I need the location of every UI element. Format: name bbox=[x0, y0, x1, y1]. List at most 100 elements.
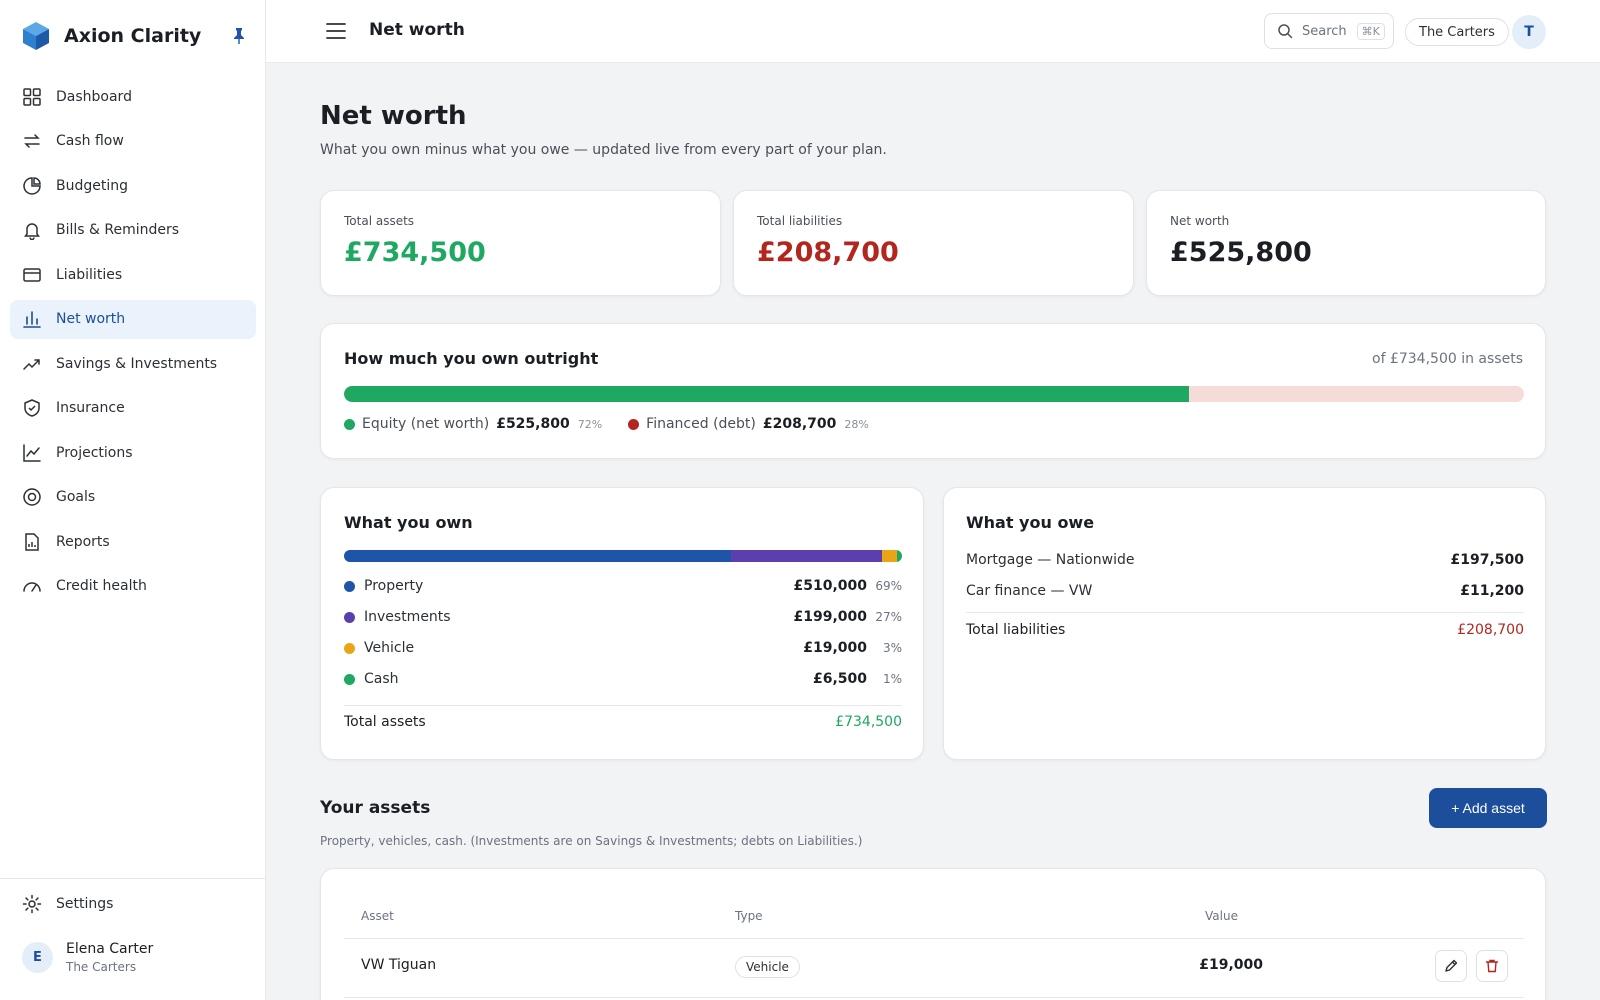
owe-total-value: £208,700 bbox=[1457, 622, 1524, 638]
page-subtitle: What you own minus what you owe — update… bbox=[320, 142, 887, 158]
kpi-card-net-worth: Net worth £525,800 bbox=[1146, 190, 1546, 296]
mix-segment-cash bbox=[896, 550, 902, 562]
kpi-label: Total assets bbox=[344, 214, 415, 228]
sidebar-item-reports[interactable]: Reports bbox=[10, 522, 256, 561]
table-row-divider bbox=[344, 997, 1524, 998]
sidebar-item-bills[interactable]: Bills & Reminders bbox=[10, 211, 256, 250]
arrows-swap-icon bbox=[24, 134, 40, 148]
sidebar-item-label: Dashboard bbox=[56, 88, 132, 105]
household-switcher[interactable]: The Carters bbox=[1405, 18, 1509, 46]
settings-link[interactable]: Settings bbox=[22, 889, 113, 919]
sidebar: Axion Clarity Dashboard Cash flow Budget… bbox=[0, 0, 266, 1000]
own-title: What you own bbox=[344, 513, 473, 532]
ownership-title: How much you own outright bbox=[344, 349, 599, 368]
investments-dot bbox=[344, 611, 355, 623]
sidebar-item-label: Net worth bbox=[56, 311, 126, 327]
sidebar-item-goals[interactable]: Goals bbox=[10, 478, 256, 517]
own-row-value: £510,000 bbox=[793, 578, 867, 594]
own-row-investments: Investments £199,000 27% bbox=[344, 607, 902, 627]
own-row-label: Vehicle bbox=[364, 640, 415, 656]
user-profile[interactable]: E Elena Carter The Carters bbox=[22, 941, 153, 974]
hamburger-menu-icon[interactable] bbox=[326, 22, 346, 40]
equity-value: £525,800 bbox=[496, 416, 570, 432]
equity-dot bbox=[344, 418, 355, 430]
report-icon bbox=[25, 532, 39, 551]
own-row-value: £199,000 bbox=[793, 609, 867, 625]
grid-icon bbox=[23, 87, 41, 106]
own-row-cash: Cash £6,500 1% bbox=[344, 669, 902, 689]
sidebar-item-net-worth[interactable]: Net worth bbox=[10, 299, 256, 339]
kpi-value: £525,800 bbox=[1170, 237, 1312, 268]
sidebar-item-label: Savings & Investments bbox=[56, 355, 218, 372]
pie-icon bbox=[23, 176, 41, 195]
sidebar-footer: Settings E Elena Carter The Carters bbox=[0, 878, 266, 1000]
account-avatar[interactable]: T bbox=[1512, 15, 1546, 49]
topbar-title: Net worth bbox=[369, 20, 465, 40]
sidebar-item-label: Liabilities bbox=[56, 266, 123, 283]
own-row-label: Cash bbox=[364, 671, 399, 687]
financed-dot bbox=[628, 418, 640, 430]
sidebar-item-label: Budgeting bbox=[56, 177, 129, 194]
owe-total-row: Total liabilities £208,700 bbox=[966, 622, 1524, 638]
mix-segment-investments bbox=[731, 550, 883, 562]
own-row-pct: 3% bbox=[882, 641, 902, 655]
kpi-value: £734,500 bbox=[344, 237, 486, 268]
brand: Axion Clarity bbox=[20, 18, 246, 54]
pencil-icon bbox=[1445, 959, 1458, 972]
sidebar-item-credit-health[interactable]: Credit health bbox=[10, 567, 256, 606]
pin-icon[interactable] bbox=[232, 27, 246, 45]
edit-asset-button[interactable] bbox=[1435, 950, 1467, 982]
bar-chart-icon bbox=[23, 311, 41, 328]
table-header-divider bbox=[344, 938, 1524, 939]
user-avatar: E bbox=[22, 942, 53, 973]
own-row-value: £6,500 bbox=[812, 671, 867, 687]
user-household: The Carters bbox=[66, 960, 137, 974]
equity-pct: 72% bbox=[577, 417, 603, 431]
column-header-type: Type bbox=[735, 909, 763, 923]
own-row-label: Investments bbox=[364, 609, 451, 625]
search-button[interactable]: Search ⌘K bbox=[1264, 13, 1394, 49]
owe-row-mortgage: Mortgage — Nationwide £197,500 bbox=[966, 550, 1524, 570]
bell-icon bbox=[24, 223, 40, 240]
add-asset-button[interactable]: + Add asset bbox=[1429, 788, 1547, 828]
user-name: Elena Carter bbox=[66, 941, 154, 957]
delete-asset-button[interactable] bbox=[1476, 950, 1508, 982]
topbar: Net worth Search ⌘K The Carters T bbox=[266, 0, 1600, 63]
financed-value: £208,700 bbox=[762, 416, 837, 432]
kpi-value: £208,700 bbox=[757, 237, 899, 268]
cash-dot bbox=[344, 673, 355, 685]
sidebar-item-savings[interactable]: Savings & Investments bbox=[10, 344, 256, 383]
sidebar-item-projections[interactable]: Projections bbox=[10, 433, 256, 472]
own-row-pct: 69% bbox=[875, 579, 902, 593]
own-row-vehicle: Vehicle £19,000 3% bbox=[344, 638, 902, 658]
search-shortcut: ⌘K bbox=[1356, 22, 1385, 40]
card-icon bbox=[23, 267, 41, 282]
sidebar-item-cash-flow[interactable]: Cash flow bbox=[10, 122, 256, 161]
sidebar-item-insurance[interactable]: Insurance bbox=[10, 389, 256, 428]
financed-label: Financed (debt) bbox=[646, 416, 756, 432]
sidebar-item-label: Reports bbox=[56, 533, 110, 550]
ownership-card: How much you own outright of £734,500 in… bbox=[320, 323, 1546, 459]
settings-label: Settings bbox=[56, 896, 114, 912]
own-row-pct: 1% bbox=[882, 672, 902, 686]
app-name: Axion Clarity bbox=[64, 25, 202, 47]
search-icon bbox=[1278, 24, 1293, 39]
asset-name: VW Tiguan bbox=[361, 957, 437, 973]
vehicle-dot bbox=[344, 642, 355, 654]
owe-title: What you owe bbox=[966, 513, 1095, 532]
ownership-equity-fill bbox=[344, 386, 1189, 402]
sidebar-item-budgeting[interactable]: Budgeting bbox=[10, 166, 256, 205]
line-chart-icon bbox=[23, 443, 41, 462]
sidebar-item-dashboard[interactable]: Dashboard bbox=[10, 77, 256, 116]
kpi-card-total-liabilities: Total liabilities £208,700 bbox=[733, 190, 1134, 296]
own-row-label: Property bbox=[364, 578, 424, 594]
kpi-label: Net worth bbox=[1170, 214, 1230, 228]
kpi-label: Total liabilities bbox=[757, 214, 843, 228]
sidebar-item-label: Goals bbox=[56, 489, 96, 505]
own-total-row: Total assets £734,500 bbox=[344, 714, 902, 730]
sidebar-item-liabilities[interactable]: Liabilities bbox=[10, 255, 256, 294]
own-row-property: Property £510,000 69% bbox=[344, 576, 902, 596]
own-total-value: £734,500 bbox=[835, 714, 902, 730]
asset-type-badge: Vehicle bbox=[735, 956, 800, 978]
what-you-owe-card: What you owe Mortgage — Nationwide £197,… bbox=[943, 487, 1546, 760]
